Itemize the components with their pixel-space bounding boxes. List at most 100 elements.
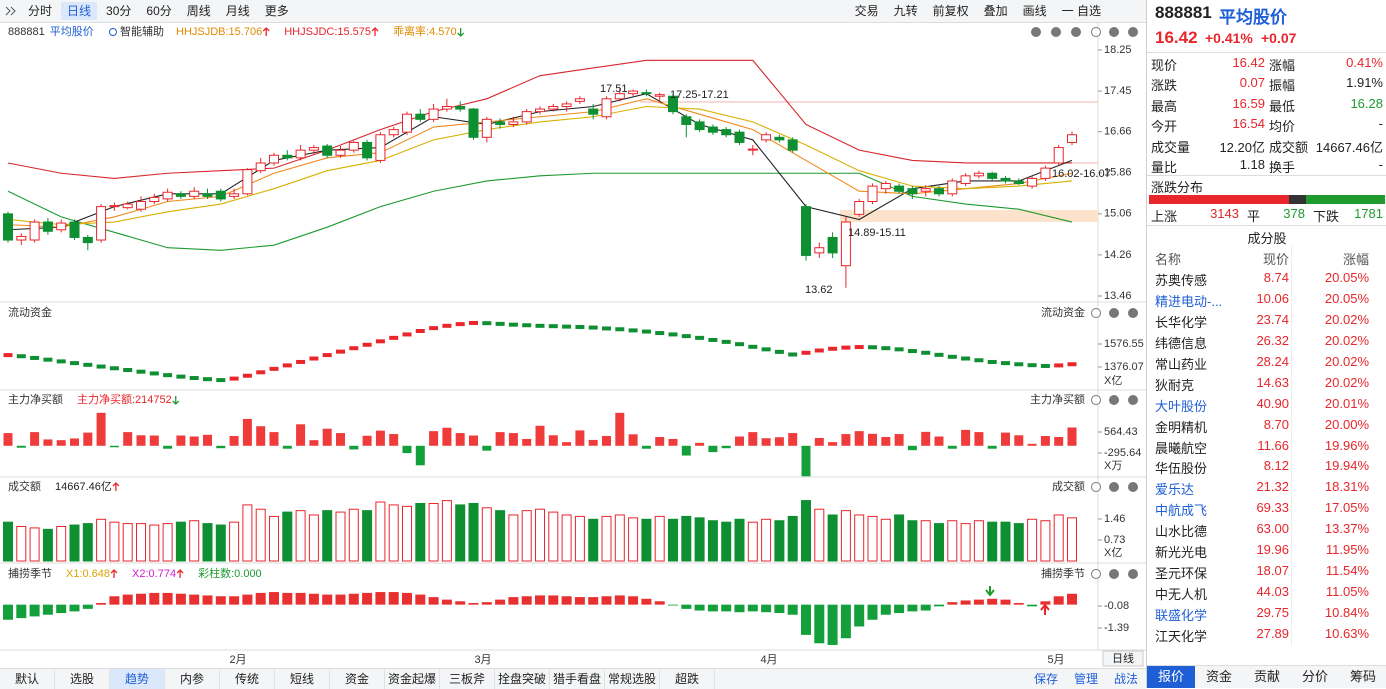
candle-body — [521, 111, 532, 123]
stock-name[interactable]: 爱乐达 — [1155, 482, 1195, 498]
stock-change: 20.02% — [1324, 353, 1369, 369]
stock-name[interactable]: 精进电动-... — [1155, 293, 1223, 309]
period-button[interactable]: 分时 — [28, 4, 53, 18]
bottom-tab[interactable]: 资金 — [330, 669, 385, 689]
bottom-tab[interactable]: 超跌 — [660, 669, 715, 689]
volume-bar — [601, 515, 612, 562]
quote-tab[interactable]: 报价 — [1147, 666, 1195, 688]
stock-change: 18.31% — [1324, 479, 1369, 495]
tool-button[interactable]: 叠加 — [983, 4, 1008, 18]
flow-mark — [309, 356, 319, 361]
period-button[interactable]: 更多 — [264, 4, 289, 18]
quote-tab[interactable]: 贡献 — [1253, 669, 1280, 684]
bar — [801, 604, 811, 635]
stock-name[interactable]: 纬德信息 — [1155, 335, 1208, 351]
bottom-action[interactable]: 战法 — [1113, 672, 1138, 686]
quote-label: 成交量 — [1151, 139, 1191, 155]
tool-button[interactable]: 九转 — [893, 4, 918, 18]
x-month-label: 5月 — [1047, 654, 1064, 666]
period-button[interactable]: 月线 — [225, 4, 250, 18]
bar — [761, 438, 771, 446]
quote-tab[interactable]: 筹码 — [1349, 669, 1376, 684]
bottom-tab[interactable]: 三板斧 — [440, 669, 495, 689]
bar — [362, 592, 373, 605]
volume-bar — [82, 523, 93, 562]
y-tick-label: 1.46 — [1104, 513, 1125, 525]
panel-icon — [1091, 395, 1101, 405]
bottom-action[interactable]: 管理 — [1073, 672, 1098, 686]
bottom-tab[interactable]: 常规选股 — [605, 669, 660, 689]
volume-bar — [16, 525, 27, 562]
tool-button[interactable]: 画线 — [1022, 4, 1047, 18]
stock-name[interactable]: 新光光电 — [1155, 545, 1208, 561]
bar — [947, 445, 957, 449]
stock-name[interactable]: 山水比德 — [1155, 524, 1208, 540]
candle-body — [774, 136, 785, 141]
panel-icon — [1128, 308, 1138, 318]
flow-mark — [655, 331, 665, 336]
section-title: 成分股 — [1247, 231, 1287, 246]
stock-name[interactable]: 联盛化学 — [1155, 608, 1208, 624]
bar — [881, 436, 891, 446]
volume-bar — [721, 521, 732, 562]
volume-bar — [1053, 514, 1064, 562]
period-button[interactable]: 日线 — [61, 2, 98, 20]
period-button[interactable]: 30分 — [106, 4, 132, 18]
candle-body — [82, 236, 93, 244]
toolbar: 分时 日线 30分 60分 周线 月线 更多 交易 九转 前复权 叠加 画线一 自选 — [0, 0, 1146, 23]
breadth-segment — [1288, 195, 1306, 204]
stock-name[interactable]: 苏奥传感 — [1155, 273, 1208, 288]
quote-tab[interactable]: 资金 — [1205, 669, 1232, 684]
quote-tab[interactable]: 分价 — [1301, 669, 1328, 684]
stock-name[interactable]: 中航成飞 — [1155, 503, 1208, 519]
volume-bar — [787, 515, 798, 562]
bottom-tab[interactable]: 选股 — [55, 669, 110, 689]
stock-name[interactable]: 大叶股份 — [1155, 398, 1208, 414]
stock-name[interactable]: 常山药业 — [1155, 356, 1208, 372]
stock-name[interactable]: 晨曦航空 — [1155, 440, 1208, 456]
quote-value: 16.59 — [1232, 95, 1265, 111]
candle-body — [960, 175, 971, 185]
stock-name[interactable]: 江天化学 — [1155, 628, 1208, 644]
stock-name[interactable]: 华伍股份 — [1155, 461, 1208, 477]
volume-bar — [215, 524, 226, 562]
stock-name[interactable]: 长华化学 — [1155, 314, 1208, 330]
bar — [349, 445, 359, 450]
bottom-tab[interactable]: 资金起爆 — [385, 669, 440, 689]
stock-name[interactable]: 金明精机 — [1155, 419, 1208, 435]
bar — [814, 437, 824, 446]
bottom-action[interactable]: 保存 — [1033, 672, 1058, 686]
bar — [735, 436, 744, 446]
stock-change: 20.01% — [1324, 395, 1369, 411]
volume-bar — [588, 518, 599, 562]
flow-mark — [535, 323, 545, 328]
candle-body — [920, 188, 931, 192]
bar — [309, 440, 319, 446]
quote-value: 12.20亿 — [1219, 139, 1265, 155]
period-button[interactable]: 周线 — [186, 4, 211, 18]
y-tick-label: 564.43 — [1104, 426, 1138, 438]
tool-button[interactable]: 前复权 — [932, 4, 969, 18]
stock-name[interactable]: 圣元环保 — [1155, 566, 1208, 582]
tool-button[interactable]: 交易 — [854, 4, 879, 18]
bottom-tab[interactable]: 内参 — [165, 669, 220, 689]
stock-name[interactable]: 狄耐克 — [1155, 377, 1195, 393]
tool-button[interactable]: 一 自选 — [1061, 4, 1101, 18]
bar — [202, 595, 213, 605]
collapse-icon[interactable] — [0, 0, 22, 22]
bar — [441, 599, 452, 605]
bottom-tab[interactable]: 传统 — [220, 669, 275, 689]
quote-label: 最高 — [1151, 98, 1178, 114]
bottom-tab[interactable]: 短线 — [275, 669, 330, 689]
period-button[interactable]: 60分 — [146, 4, 172, 18]
bottom-tab[interactable]: 趋势 — [110, 669, 165, 689]
bar — [29, 604, 40, 617]
stock-name[interactable]: 中无人机 — [1155, 587, 1208, 603]
candle-body — [654, 94, 665, 97]
volume-bar — [681, 515, 692, 562]
bottom-tab[interactable]: 猎手看盘 — [550, 669, 605, 689]
bottom-tab[interactable]: 默认 — [0, 669, 55, 689]
bottom-tab[interactable]: 拴盘突破 — [495, 669, 550, 689]
candle-body — [721, 129, 732, 136]
panel-icon — [1128, 27, 1138, 37]
